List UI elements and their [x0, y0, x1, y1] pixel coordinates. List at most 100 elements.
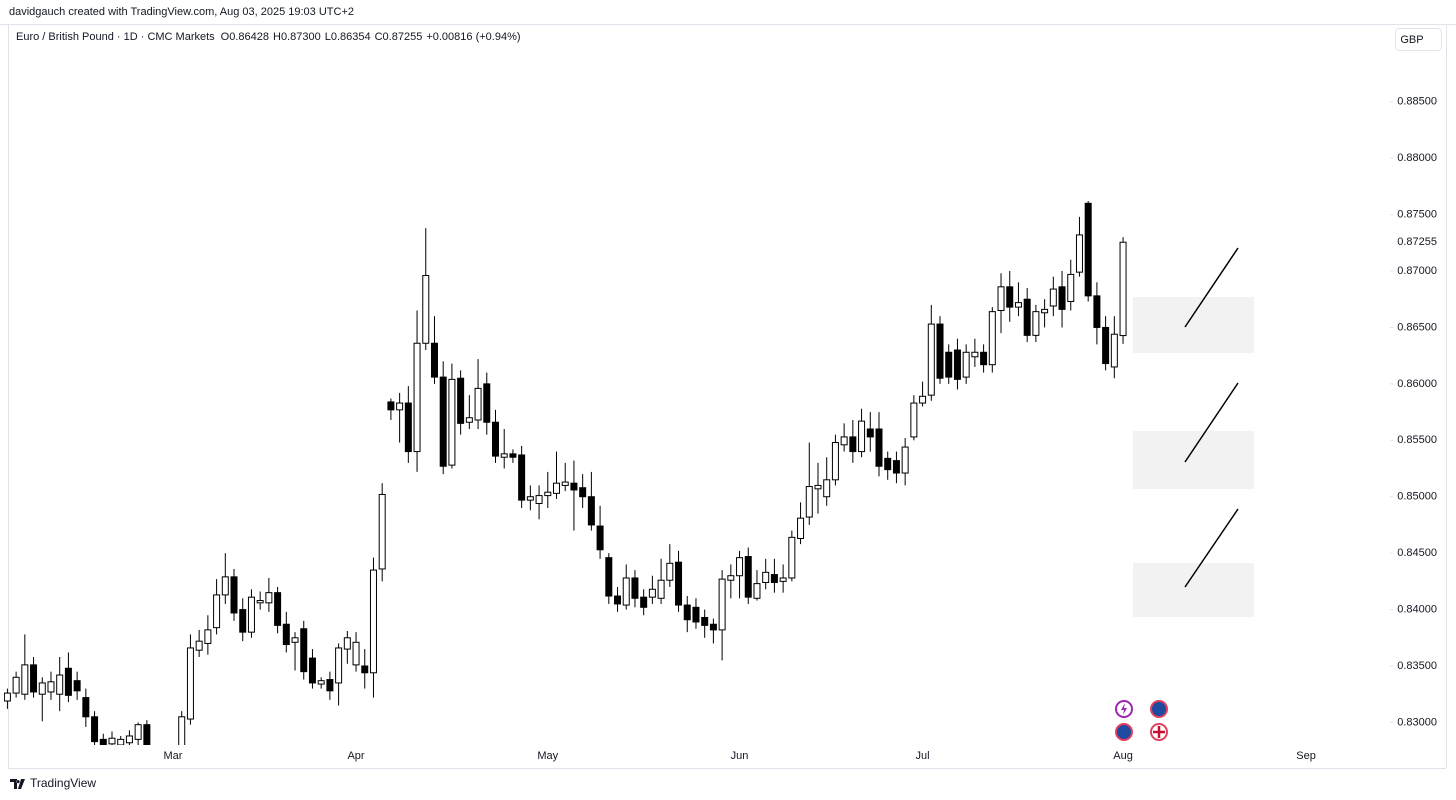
event-icons [1115, 700, 1168, 741]
candle-body-down [361, 665, 369, 674]
candle-body-up [544, 491, 552, 497]
candle-body-down [980, 351, 988, 366]
candle-body-up [1049, 288, 1057, 307]
candle-body-down [884, 457, 892, 471]
y-tick-label: 0.88000 [1397, 152, 1437, 164]
candle-body-up [779, 577, 787, 582]
candle-body-down [509, 453, 517, 458]
candle-body-down [849, 436, 857, 453]
candle-body-down [709, 623, 717, 631]
candle-body-up [47, 681, 55, 693]
candle-body-up [1014, 302, 1022, 308]
candle-body-down [99, 738, 107, 745]
candle-body-up [352, 641, 360, 666]
candle-body-up [1067, 273, 1075, 302]
candle-body-up [195, 640, 203, 651]
candle-body-up [422, 275, 430, 344]
candle-body-down [308, 657, 316, 684]
candle-body-down [326, 679, 334, 692]
y-tick-label: 0.85500 [1397, 434, 1437, 446]
candle-body-down [631, 577, 639, 599]
candle-body-up [317, 680, 325, 685]
candle-body-up [448, 378, 456, 466]
candle-body-up [213, 594, 221, 629]
currency-label[interactable]: GBP [1400, 34, 1423, 46]
candle-body-up [535, 495, 543, 504]
candle-body-down [579, 487, 587, 498]
zone-box [1133, 563, 1254, 617]
drawings [1133, 247, 1254, 617]
plot-area [4, 201, 1127, 759]
candle-body-down [483, 383, 491, 423]
event-icon[interactable] [1115, 723, 1133, 741]
candle-body-down [683, 604, 691, 621]
brand-logo [10, 779, 25, 789]
candle-body-down [953, 349, 961, 380]
y-tick-label: 0.88500 [1397, 96, 1437, 108]
candle-body-up [247, 596, 255, 633]
candle-body-down [770, 574, 778, 583]
candle-body-up [988, 311, 996, 366]
candle-body-down [73, 680, 81, 692]
candle-body-down [1102, 326, 1110, 365]
candle-body-down [1006, 286, 1014, 308]
candle-body-down [404, 402, 412, 453]
candle-body-up [788, 536, 796, 579]
candle-body-up [378, 493, 386, 570]
candle-body-down [153, 754, 159, 759]
candle-body-down [675, 561, 683, 606]
currency-button[interactable] [1395, 28, 1442, 51]
candle-body-down [230, 576, 238, 614]
candle-body-up [648, 588, 656, 598]
candle-body-up [823, 479, 831, 498]
trend-line [1184, 382, 1239, 463]
candle-body-down [518, 454, 526, 501]
x-tick-label: May [537, 750, 558, 762]
candle-body-down [239, 609, 247, 633]
candle-body-down [596, 525, 604, 551]
x-tick-label: Jun [731, 750, 749, 762]
event-icon-glyph [1121, 703, 1127, 715]
candle-body-up [335, 647, 343, 684]
candle-body-up [997, 286, 1005, 312]
candle-body-down [30, 664, 38, 693]
candle-body-up [727, 575, 735, 581]
symbol-title: Euro / British Pound · 1D · CMC Markets [16, 31, 215, 43]
candle-body-down [640, 596, 648, 608]
candle-body-up [396, 402, 404, 411]
x-tick-label: Apr [347, 750, 364, 762]
trend-line [1184, 247, 1239, 328]
candle-body-down [91, 716, 99, 743]
candle-body-up [840, 436, 848, 446]
last-price-label: 0.87255 [1397, 236, 1437, 248]
candle-body-up [814, 484, 822, 490]
brand-name: TradingView [30, 776, 96, 790]
candle-body-down [439, 376, 447, 467]
ohlc-close: C0.87255 [375, 31, 423, 43]
candle-body-up [1119, 241, 1127, 337]
candle-body-down [1093, 295, 1101, 328]
candle-body-down [945, 351, 953, 378]
candle-body-up [21, 664, 29, 695]
candle-body-down [587, 496, 595, 526]
candle-body-down [143, 724, 151, 745]
candle-body-up [500, 453, 508, 458]
candle-body-up [186, 647, 194, 720]
candle-body-up [805, 486, 813, 518]
candle-body-down [1084, 202, 1092, 297]
event-icon[interactable] [1150, 700, 1168, 718]
candle-body-up [369, 569, 377, 674]
candle-body-up [1041, 308, 1049, 314]
candle-body-up [117, 738, 125, 745]
y-tick-label: 0.84500 [1397, 547, 1437, 559]
y-tick-label: 0.85000 [1397, 491, 1437, 503]
candle-body-down [82, 697, 90, 718]
candle-body-up [927, 323, 935, 396]
candle-body-up [622, 577, 630, 606]
candle-body-up [762, 571, 770, 583]
x-tick-label: Mar [164, 750, 183, 762]
candle-body-up [1075, 234, 1083, 273]
candle-body-up [56, 674, 64, 695]
